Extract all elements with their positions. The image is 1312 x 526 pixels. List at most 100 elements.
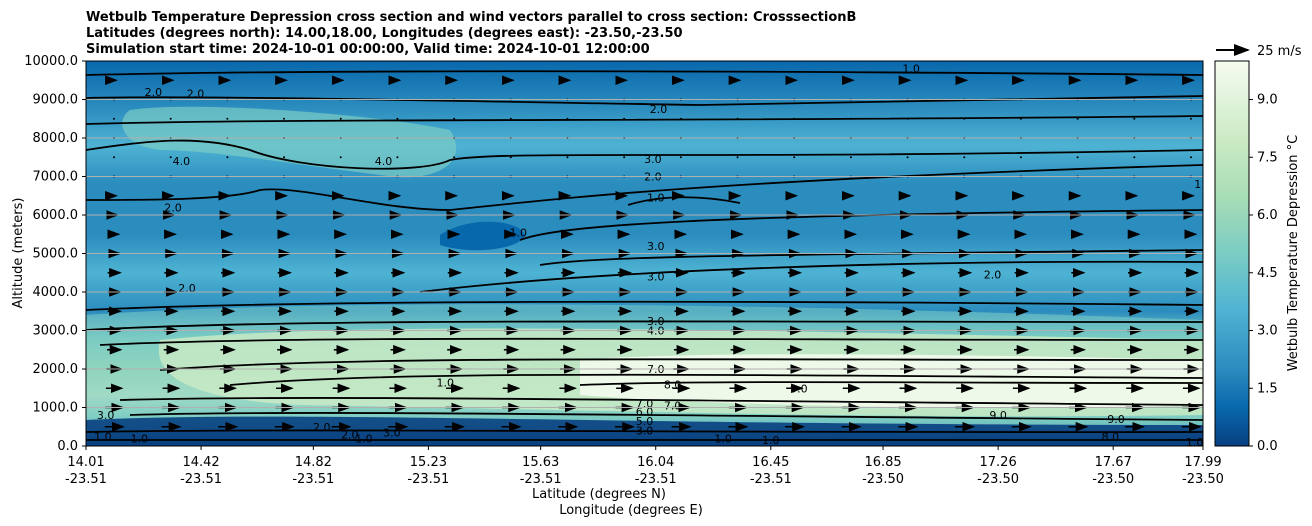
x-tick-label-latitude: 17.26 <box>980 455 1017 470</box>
colorbar-label: Wetbulb Temperature Depression °C <box>1286 135 1301 372</box>
contour-label: 3.0 <box>97 409 115 422</box>
contour-line <box>579 381 1203 386</box>
contour-label: 2.0 <box>984 269 1002 282</box>
contour-label: 1.0 <box>131 432 149 445</box>
wind-vector <box>453 156 456 159</box>
wind-vector <box>566 117 569 120</box>
wind-vector <box>1133 117 1136 120</box>
colorbar-tick-label: 3.0 <box>1257 324 1278 339</box>
x-tick-label-latitude: 14.82 <box>295 455 332 470</box>
contour-lines <box>86 70 1203 441</box>
contour-line <box>86 70 1203 76</box>
wind-vector <box>736 117 739 120</box>
contour-line <box>86 300 1203 311</box>
contour-label: 3.0 <box>647 240 665 253</box>
contour-label: 5.0 <box>636 415 654 428</box>
wind-vector <box>623 156 626 159</box>
contour-label: 2.0 <box>187 88 205 101</box>
wind-vector <box>509 156 512 159</box>
wind-vector <box>1190 156 1192 159</box>
chart-title-line-3: Simulation start time: 2024-10-01 00:00:… <box>86 42 650 57</box>
wind-vector <box>113 156 115 159</box>
contour-label: 1.0 <box>647 192 665 205</box>
colorbar-tick-label: 6.0 <box>1257 208 1278 223</box>
quiver-key-label: 25 m/s <box>1257 44 1302 59</box>
wind-vector <box>396 117 399 120</box>
chart-title-line-2: Latitudes (degrees north): 14.00,18.00, … <box>86 26 683 41</box>
contour-line <box>129 412 1203 421</box>
wind-vector <box>1019 156 1022 159</box>
y-tick-label: 4000.0 <box>33 285 79 300</box>
y-tick-label: 3000.0 <box>33 324 79 339</box>
y-tick-label: 8000.0 <box>33 131 79 146</box>
x-tick-label-latitude: 16.04 <box>637 455 674 470</box>
x-tick-label-longitude: -23.50 <box>977 472 1019 487</box>
contour-label: 3.0 <box>647 271 665 284</box>
x-tick-label-latitude: 15.63 <box>522 455 559 470</box>
contour-label: 4.0 <box>375 155 393 168</box>
colorbar-ticks: 0.0 1.5 3.0 4.5 6.0 7.5 9.0 <box>1249 93 1278 454</box>
wind-vector <box>283 156 286 159</box>
colorbar-tick-label: 1.5 <box>1257 381 1278 396</box>
wind-vector <box>1133 156 1136 159</box>
contour-label: 2.0 <box>164 201 182 214</box>
wind-vector <box>396 156 399 159</box>
wind-vector <box>623 117 626 120</box>
y-tick-label: 6000.0 <box>33 208 79 223</box>
wind-vector <box>1190 117 1192 120</box>
x-axis: 14.01 -23.51 14.42 -23.51 14.82 -23.51 15.23 -2… <box>65 446 1224 487</box>
contour-line <box>86 139 1203 170</box>
wind-vector <box>169 156 172 159</box>
contour-line <box>86 320 1203 331</box>
contour-line <box>159 358 1203 371</box>
y-tick-label: 7000.0 <box>33 170 79 185</box>
y-tick-label: 1000.0 <box>33 401 79 416</box>
wind-vector <box>1076 117 1079 120</box>
wind-vector <box>113 117 115 120</box>
wind-vector <box>906 156 909 159</box>
colorbar-tick-label: 9.0 <box>1257 93 1278 108</box>
contour-line <box>86 95 1203 106</box>
contour-label: 1.0 <box>1186 436 1204 449</box>
x-tick-label-latitude: 16.45 <box>752 455 789 470</box>
y-tick-label: 2000.0 <box>33 362 79 377</box>
y-axis: 0.0 1000.0 2000.0 3000.0 4000.0 5000.0 6000.0 7… <box>24 54 86 454</box>
colorbar-gradient <box>1214 60 1250 447</box>
contour-label: 4.0 <box>173 155 191 168</box>
wind-vector <box>1019 117 1022 120</box>
wind-vector <box>736 156 739 159</box>
colorbar-tick-label: 4.5 <box>1257 266 1278 281</box>
contour-label: 2.0 <box>341 428 359 441</box>
contour-line <box>86 429 1203 434</box>
wind-vector <box>963 117 966 120</box>
y-tick-label: 0.0 <box>57 439 78 454</box>
wind-vector <box>339 156 342 159</box>
contour-fill-moist-pocket <box>440 221 525 251</box>
x-tick-label-longitude: -23.50 <box>862 472 904 487</box>
contour-label: 1.0 <box>1194 178 1212 191</box>
contour-label: 9.0 <box>790 382 808 395</box>
contour-label: 8.0 <box>1102 430 1120 443</box>
y-tick-label: 10000.0 <box>24 54 78 69</box>
contour-line <box>419 260 1203 293</box>
contour-label: 3.0 <box>636 425 654 438</box>
contour-label: 1.0 <box>762 434 780 447</box>
contour-label: 6.0 <box>636 405 654 418</box>
contour-labels: 1.0 2.0 2.0 2.0 4.0 4.0 3.0 2.0 1.0 2.0 1.0 1.0 3.0 3… <box>94 63 1212 449</box>
wind-vector <box>1076 156 1079 159</box>
wind-vector <box>793 117 796 120</box>
y-axis-label: Altitude (meters) <box>11 198 26 309</box>
colorbar-tick-label: 0.0 <box>1257 439 1278 454</box>
gridlines <box>86 99 1203 408</box>
y-tick-label: 9000.0 <box>33 93 79 108</box>
x-tick-label-latitude: 14.42 <box>182 455 219 470</box>
x-tick-label-latitude: 16.85 <box>864 455 901 470</box>
x-tick-label-longitude: -23.51 <box>520 472 562 487</box>
quiver-key: 25 m/s <box>1216 44 1302 59</box>
contour-label: 2.0 <box>313 421 331 434</box>
x-tick-label-longitude: -23.50 <box>1182 472 1224 487</box>
contour-label: 2.0 <box>650 103 668 116</box>
contour-line <box>99 337 1203 346</box>
x-tick-label-longitude: -23.51 <box>407 472 449 487</box>
x-tick-label-longitude: -23.50 <box>1092 472 1134 487</box>
